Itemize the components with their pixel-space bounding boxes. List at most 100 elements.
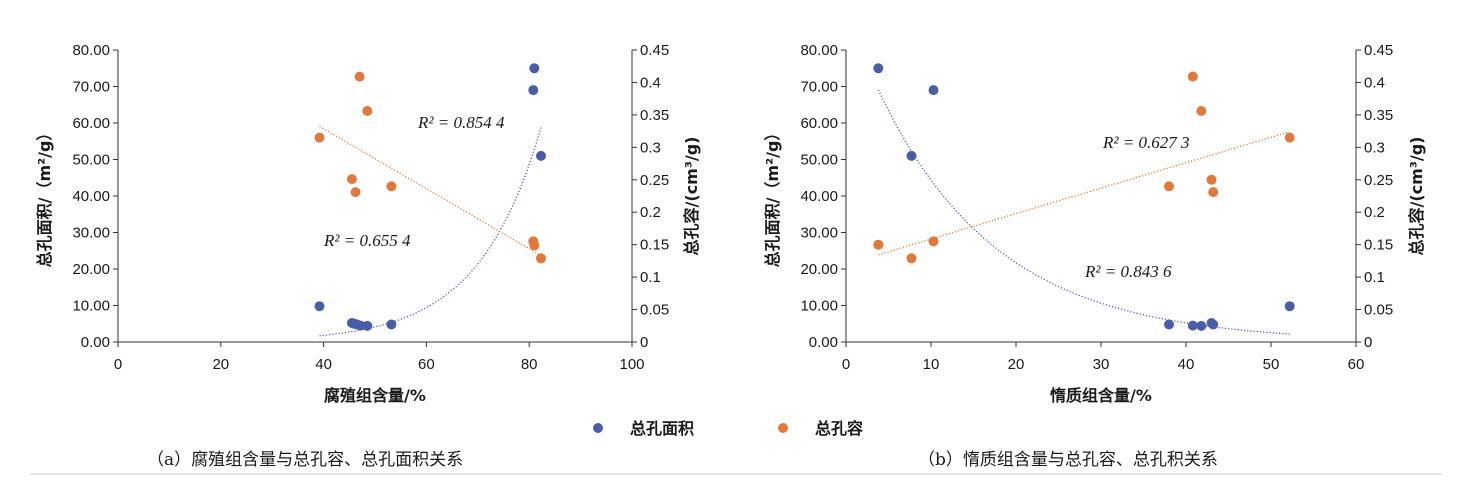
y-left-axis-title: 总孔面积/（m²/g） — [763, 125, 782, 268]
y-right-tick-label: 0.25 — [1364, 172, 1393, 189]
y-left-tick-label: 40.00 — [800, 188, 838, 205]
x-axis-title: 腐殖组含量/% — [324, 386, 426, 405]
y-right-tick-label: 0.4 — [640, 74, 661, 91]
data-point-pore-area — [529, 63, 540, 74]
legend: 总孔面积 总孔容 — [593, 419, 863, 438]
data-point-pore-area — [386, 319, 397, 330]
data-point-pore-area — [1164, 319, 1174, 330]
data-point-pore-volume — [354, 71, 365, 82]
r-squared-label-pore-volume: R² = 0.655 4 — [323, 231, 411, 250]
y-right-tick-label: 0 — [640, 334, 648, 351]
y-right-tick-label: 0.4 — [1364, 74, 1385, 91]
x-tick-label: 20 — [1008, 356, 1025, 373]
y-left-tick-label: 0.00 — [81, 334, 110, 351]
data-point-pore-volume — [906, 253, 917, 264]
x-tick-label: 60 — [418, 356, 435, 373]
y-right-tick-label: 0.35 — [640, 107, 669, 124]
y-left-tick-label: 60.00 — [800, 115, 838, 132]
x-tick-label: 80 — [521, 356, 538, 373]
data-point-pore-volume — [1284, 132, 1295, 143]
data-point-pore-volume — [350, 187, 361, 198]
legend-label-pore-area: 总孔面积 — [630, 419, 694, 438]
y-right-tick-label: 0.45 — [640, 42, 669, 59]
x-tick-label: 50 — [1263, 356, 1280, 373]
y-left-tick-label: 30.00 — [800, 225, 838, 242]
data-point-pore-area — [314, 301, 325, 312]
y-left-tick-label: 30.00 — [72, 225, 110, 242]
r-squared-label-pore-volume: R² = 0.627 3 — [1102, 133, 1189, 152]
y-left-tick-label: 50.00 — [72, 152, 110, 169]
y-right-tick-label: 0.45 — [1364, 42, 1393, 59]
data-point-pore-volume — [529, 240, 540, 251]
data-point-pore-volume — [1196, 106, 1207, 116]
data-point-pore-area — [1284, 301, 1295, 312]
data-point-pore-area — [1187, 320, 1198, 331]
data-point-pore-volume — [314, 132, 325, 143]
y-left-tick-label: 20.00 — [72, 261, 110, 278]
trendline-pore-area — [877, 89, 1290, 335]
data-point-pore-volume — [873, 239, 884, 250]
data-point-pore-area — [873, 63, 884, 74]
x-tick-label: 20 — [212, 356, 229, 373]
y-left-tick-label: 80.00 — [72, 42, 110, 59]
y-right-tick-label: 0.35 — [1364, 107, 1393, 124]
y-left-tick-label: 50.00 — [800, 152, 838, 169]
caption-a: （a）腐殖组含量与总孔容、总孔面积关系 — [147, 450, 463, 470]
y-right-tick-label: 0.3 — [640, 139, 661, 156]
y-left-axis-title: 总孔面积/（m²/g） — [35, 125, 54, 268]
caption-b: （b）惰质组含量与总孔容、总孔积关系 — [918, 450, 1218, 470]
data-point-pore-area — [1208, 319, 1219, 330]
trendline-pore-area — [319, 127, 542, 337]
x-tick-label: 60 — [1348, 356, 1365, 373]
y-left-tick-label: 40.00 — [72, 188, 110, 205]
data-point-pore-volume — [362, 106, 373, 116]
legend-marker-pore-volume — [778, 423, 788, 433]
data-point-pore-volume — [1164, 181, 1174, 192]
x-tick-label: 100 — [619, 356, 644, 373]
x-tick-label: 0 — [842, 356, 850, 373]
data-point-pore-volume — [1206, 174, 1217, 185]
x-tick-label: 10 — [923, 356, 940, 373]
x-tick-label: 30 — [1093, 356, 1110, 373]
trendline-pore-volume — [319, 125, 542, 257]
y-left-tick-label: 70.00 — [72, 79, 110, 96]
r-squared-label-pore-area: R² = 0.854 4 — [417, 113, 505, 132]
data-point-pore-volume — [536, 253, 546, 264]
y-left-tick-label: 0.00 — [809, 334, 838, 351]
x-tick-label: 40 — [1178, 356, 1195, 373]
y-left-tick-label: 10.00 — [800, 298, 838, 315]
x-axis-title: 惰质组含量/% — [1050, 386, 1152, 405]
x-tick-label: 0 — [114, 356, 122, 373]
r-squared-label-pore-area: R² = 0.843 6 — [1084, 262, 1172, 281]
data-point-pore-volume — [928, 236, 939, 247]
chart-b: 0 10 20 30 40 50 60 0.00 10.00 20.00 30.00 40.00 50.… — [763, 42, 1426, 405]
y-right-axis-title: 总孔容/(cm³/g) — [682, 137, 701, 256]
y-right-tick-label: 0.25 — [640, 172, 669, 189]
y-left-tick-label: 20.00 — [800, 261, 838, 278]
y-right-axis-title: 总孔容/(cm³/g) — [1407, 137, 1426, 256]
y-right-tick-label: 0.05 — [1364, 302, 1393, 319]
data-point-pore-area — [928, 85, 939, 96]
y-right-tick-label: 0 — [1364, 334, 1372, 351]
data-point-pore-volume — [386, 181, 397, 192]
trendline-pore-volume — [878, 131, 1290, 256]
y-right-tick-label: 0.05 — [640, 302, 669, 319]
y-right-tick-label: 0.1 — [1364, 269, 1385, 286]
y-right-tick-label: 0.15 — [1364, 237, 1393, 254]
x-tick-label: 40 — [315, 356, 332, 373]
y-left-tick-label: 70.00 — [800, 79, 838, 96]
data-point-pore-area — [906, 150, 917, 161]
data-point-pore-volume — [346, 174, 357, 185]
y-left-tick-label: 10.00 — [72, 298, 110, 315]
y-left-tick-label: 60.00 — [72, 115, 110, 132]
data-point-pore-volume — [1208, 187, 1219, 198]
data-point-pore-area — [1196, 320, 1207, 331]
y-left-tick-label: 80.00 — [800, 42, 838, 59]
data-point-pore-volume — [1187, 71, 1198, 82]
legend-marker-pore-area — [593, 423, 603, 433]
data-point-pore-area — [536, 150, 546, 161]
y-right-tick-label: 0.15 — [640, 237, 669, 254]
data-point-pore-area — [528, 85, 539, 96]
y-right-tick-label: 0.2 — [640, 204, 661, 221]
